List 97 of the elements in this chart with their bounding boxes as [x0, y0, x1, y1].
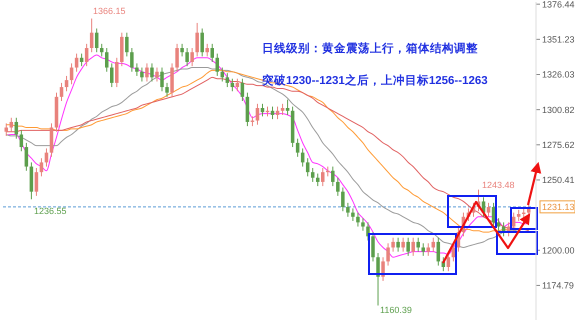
candlestick	[160, 67, 164, 92]
candlestick	[185, 48, 189, 67]
candlestick	[210, 43, 214, 62]
candlestick	[150, 62, 154, 82]
candlestick	[175, 43, 179, 72]
candlestick	[486, 202, 490, 218]
candlestick	[220, 67, 224, 82]
candlestick	[4, 122, 8, 136]
candlestick	[346, 202, 350, 218]
y-tick-label: 1250.41	[542, 175, 575, 186]
candlestick	[226, 72, 230, 88]
candlestick	[115, 57, 119, 88]
candlestick	[104, 48, 108, 72]
candlestick	[436, 237, 440, 266]
candlestick	[396, 237, 400, 252]
candlestick	[426, 242, 430, 256]
candlestick	[195, 22, 199, 57]
candlestick	[306, 158, 310, 177]
candlestick	[70, 62, 74, 85]
annotation: 日线级别：黄金震荡上行，箱体结构调整	[262, 41, 478, 55]
candlestick	[34, 167, 38, 196]
candlestick	[100, 43, 104, 57]
y-tick-label: 1275.62	[542, 140, 575, 150]
candlestick	[20, 130, 24, 152]
candlestick	[130, 48, 134, 72]
candlestick	[260, 103, 264, 117]
annotation: 1236.55	[34, 206, 67, 216]
candlestick	[452, 242, 456, 262]
y-tick-label: 1200.00	[542, 245, 575, 256]
y-tick-label: 1174.79	[542, 280, 574, 291]
candlestick	[60, 82, 64, 102]
candlestick	[276, 106, 280, 120]
candlestick	[310, 167, 314, 182]
candlestick	[165, 82, 169, 98]
annotation: 1243.48	[482, 180, 515, 190]
candlestick	[391, 237, 395, 252]
candlestick	[240, 78, 244, 102]
candlestick	[401, 237, 405, 252]
candlestick	[496, 218, 500, 232]
candlestick	[432, 237, 436, 252]
candlestick	[316, 173, 320, 187]
candlestick	[190, 48, 194, 67]
candlestick	[416, 237, 420, 252]
candlestick	[406, 237, 410, 256]
candlestick	[24, 142, 28, 172]
candlestick	[250, 116, 254, 127]
candlestick	[80, 53, 84, 67]
candlestick	[371, 232, 375, 262]
candlestick	[230, 78, 234, 92]
candlestick	[40, 158, 44, 177]
candlestick	[145, 62, 149, 82]
candlestick	[386, 242, 390, 266]
candlestick	[270, 106, 274, 120]
annotation: 1160.39	[380, 305, 412, 315]
candlestick	[341, 187, 345, 212]
candlestick	[90, 18, 94, 53]
y-tick-label: 1351.23	[542, 34, 575, 44]
annotation: 1366.15	[93, 6, 126, 16]
candlestick	[376, 252, 380, 306]
candlestick	[125, 32, 129, 57]
candlestick	[84, 43, 88, 67]
candlestick	[522, 208, 526, 219]
candlestick	[516, 209, 520, 222]
candlestick	[361, 218, 365, 232]
candlestick	[135, 62, 139, 76]
candlestick	[44, 148, 48, 168]
candlestick	[512, 212, 516, 232]
candlestick	[421, 242, 425, 256]
candlestick	[200, 28, 204, 57]
candlestick	[155, 67, 159, 82]
y-tick-label: 1326.03	[542, 70, 575, 80]
candlestick	[356, 212, 360, 228]
candlestick	[180, 43, 184, 57]
candlestick	[10, 117, 14, 132]
candlestick	[286, 99, 290, 116]
candlestick	[300, 148, 304, 168]
candlestick	[64, 75, 68, 92]
candlestick	[74, 53, 78, 72]
candlestick	[236, 78, 240, 92]
candlestick	[205, 43, 209, 57]
y-tick-label: 1376.44	[542, 0, 575, 10]
candlestick	[280, 103, 284, 116]
ref-line-label: 1231.13	[542, 202, 575, 212]
candlestick	[446, 252, 450, 272]
candlestick	[110, 62, 114, 88]
candlestick	[216, 53, 220, 76]
y-tick-label: 1300.82	[542, 104, 575, 115]
candlestick	[336, 177, 340, 196]
candlestick	[411, 237, 415, 256]
candlestick	[140, 67, 144, 82]
candlestick	[296, 138, 300, 158]
candlestick	[321, 167, 325, 187]
candlestick	[351, 208, 355, 222]
candlestick	[14, 117, 18, 140]
candlestick	[331, 166, 335, 187]
candlestick	[256, 103, 260, 126]
candlestick	[94, 28, 98, 53]
